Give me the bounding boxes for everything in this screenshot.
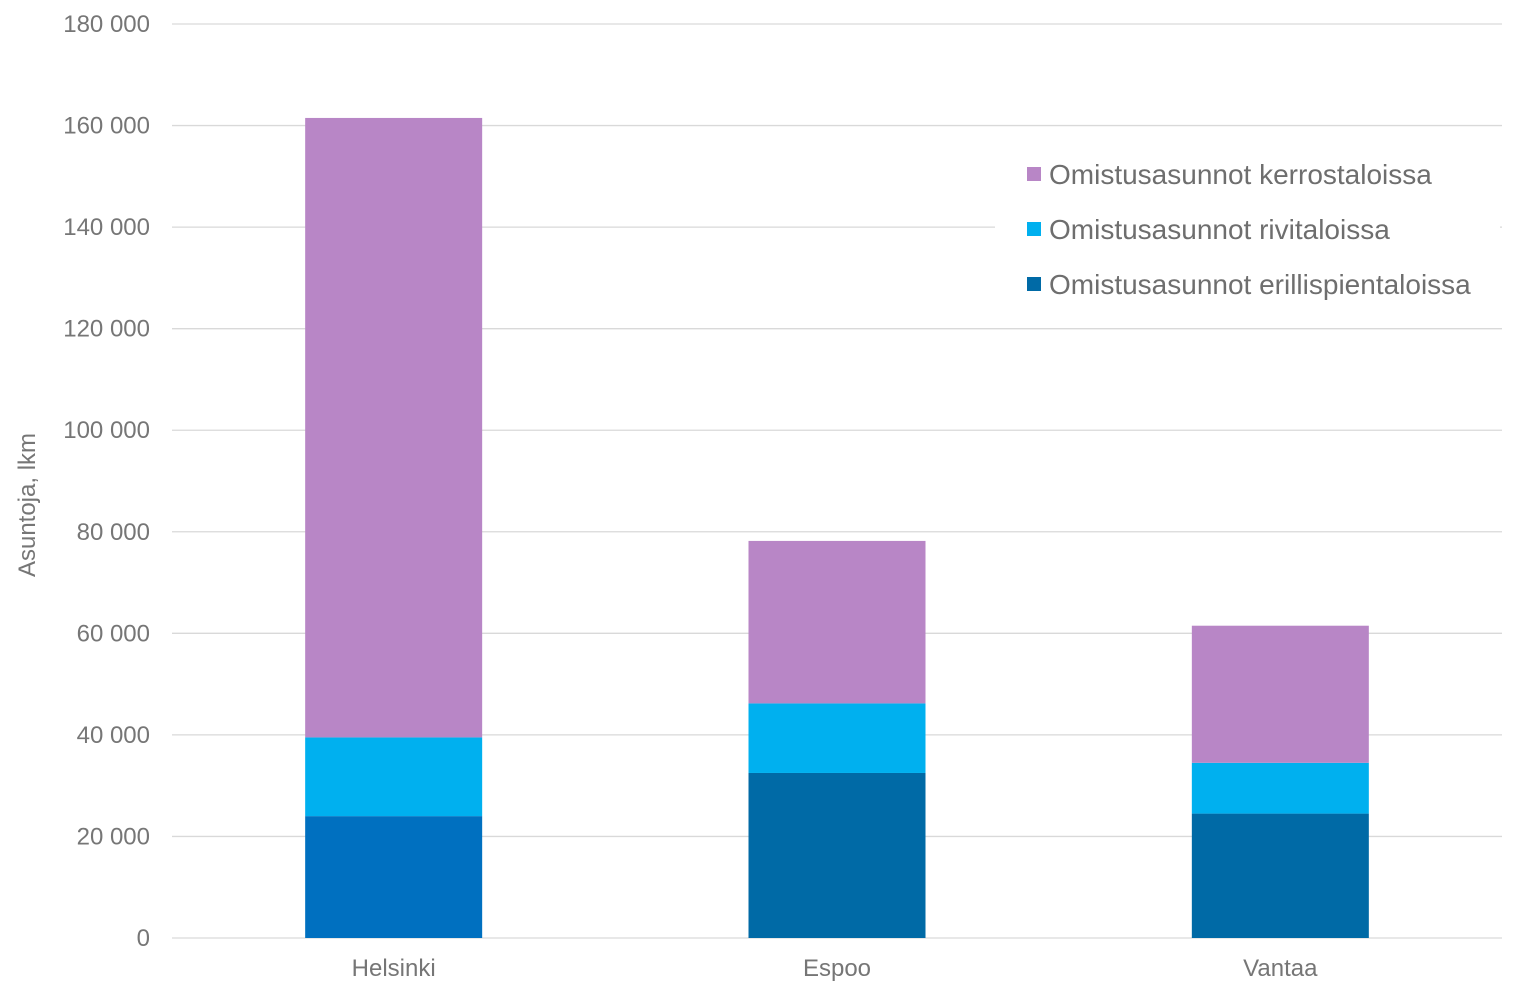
- y-tick-label: 40 000: [77, 722, 150, 749]
- x-category-label: Vantaa: [1243, 955, 1318, 982]
- y-axis-ticks: 0 20 000 40 000 60 000 80 000 100 000 120 000 1…: [63, 11, 150, 952]
- legend-label: Omistusasunnot erillispientaloissa: [1049, 269, 1471, 300]
- y-axis-title: Asuntoja, lkm: [14, 433, 41, 577]
- y-tick-label: 120 000: [63, 316, 150, 343]
- y-tick-label: 160 000: [63, 113, 150, 140]
- legend-label: Omistusasunnot rivitaloissa: [1049, 214, 1390, 245]
- y-tick-label: 60 000: [77, 620, 150, 647]
- y-tick-label: 80 000: [77, 519, 150, 546]
- x-category-label: Helsinki: [352, 955, 436, 982]
- x-category-label: Espoo: [803, 955, 871, 982]
- bar-helsinki-series-1: [305, 737, 482, 816]
- bar-vantaa-series-2: [1192, 626, 1369, 763]
- bar-vantaa-series-0: [1192, 814, 1369, 938]
- bar-helsinki-series-0: [305, 816, 482, 938]
- legend-label: Omistusasunnot kerrostaloissa: [1049, 159, 1432, 190]
- legend-swatch: [1027, 167, 1041, 181]
- bar-espoo-series-0: [749, 773, 926, 938]
- bar-vantaa-series-1: [1192, 763, 1369, 814]
- legend-swatch: [1027, 222, 1041, 236]
- y-tick-label: 0: [137, 925, 150, 952]
- y-tick-label: 140 000: [63, 214, 150, 241]
- x-axis-categories: Helsinki Espoo Vantaa: [352, 955, 1318, 982]
- legend: Omistusasunnot kerrostaloissa Omistusasun…: [995, 142, 1500, 312]
- y-tick-label: 100 000: [63, 417, 150, 444]
- y-tick-label: 20 000: [77, 823, 150, 850]
- bar-espoo-series-1: [749, 703, 926, 773]
- bar-helsinki-series-2: [305, 118, 482, 737]
- y-tick-label: 180 000: [63, 11, 150, 38]
- bar-espoo-series-2: [749, 541, 926, 703]
- stacked-bar-chart: 0 20 000 40 000 60 000 80 000 100 000 120 000 1…: [0, 0, 1524, 995]
- legend-swatch: [1027, 277, 1041, 291]
